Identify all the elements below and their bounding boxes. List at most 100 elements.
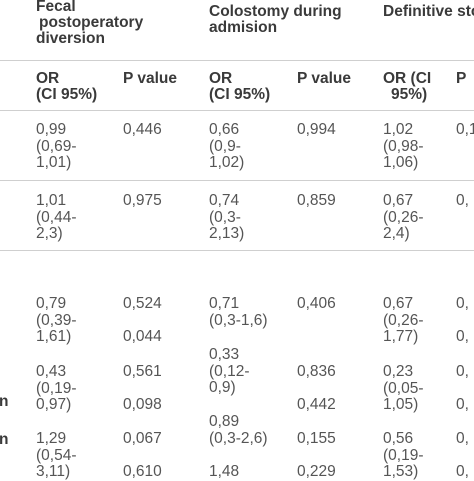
cell-line: 3,11) xyxy=(36,463,71,480)
table-cell-pvalue: 0,442 xyxy=(297,396,336,413)
subheader-pvalue-1: P value xyxy=(123,70,178,87)
table-cell-pvalue: 0,836 xyxy=(297,363,336,380)
cell-line: (0,12- xyxy=(209,362,250,380)
table-cell-pvalue: 0,406 xyxy=(297,295,336,312)
table-cell-or-ci: 0,79 (0,39- 1,61) xyxy=(36,295,77,346)
table-cell-or-ci: 0,67 (0,26- 1,77) xyxy=(383,295,424,346)
table-cell-pvalue: 0,044 xyxy=(123,328,162,345)
cell-line: 1,77) xyxy=(383,328,419,345)
table-cell-or-ci: 0,74 (0,3- 2,13) xyxy=(209,192,244,243)
table-cell-pvalue: 0,229 xyxy=(297,463,336,480)
table-cell-pvalue: 0,098 xyxy=(123,396,162,413)
table-cell-or-ci: 1,29 (0,54- 3,11) xyxy=(36,430,77,481)
table-cell-pvalue: 0,975 xyxy=(123,192,162,209)
row-label-fragment: n xyxy=(0,393,9,410)
cell-line: 0,43 xyxy=(36,363,67,380)
cell-line: (0,98- xyxy=(383,137,424,155)
table-cell-or-ci: 1,48 xyxy=(209,463,240,481)
cell-line: 1,06) xyxy=(383,154,419,171)
cell-line: 0,89 xyxy=(209,413,240,430)
subheader-or: OR xyxy=(209,70,233,87)
cell-line: 1,02) xyxy=(209,154,245,171)
cell-line: 2,4) xyxy=(383,225,410,242)
table-cell-pvalue: 0,155 xyxy=(297,430,336,447)
cell-line: 2,3) xyxy=(36,225,63,242)
table-cell-or-ci: 0,56 (0,19- 1,53) xyxy=(383,430,424,481)
cell-line: (0,9- xyxy=(209,137,241,155)
table-cell-pvalue: 0,067 xyxy=(123,430,162,447)
cell-line: 1,02 xyxy=(383,121,414,138)
table-cell-pvalue: 0, xyxy=(456,295,469,312)
header-line: admision xyxy=(209,19,278,36)
table-cell-pvalue: 0,1 xyxy=(456,121,474,138)
header-fecal-diversion: Fecal postoperatory diversion xyxy=(36,0,143,47)
cell-line: 1,53) xyxy=(383,463,419,480)
table-cell-pvalue: 0, xyxy=(456,192,469,209)
cell-line: 0,67 xyxy=(383,192,414,209)
cell-line: (0,19- xyxy=(36,379,77,397)
cell-line: 0,97) xyxy=(36,396,72,413)
header-line: postoperatory xyxy=(39,14,144,31)
row-divider xyxy=(0,250,474,251)
cell-line: 0,74 xyxy=(209,192,240,209)
table-cell-pvalue: 0, xyxy=(456,430,469,447)
cell-line: 1,01 xyxy=(36,192,67,209)
header-line: Fecal xyxy=(36,0,76,15)
cell-line: (0,26- xyxy=(383,311,424,329)
cell-line: (0,26- xyxy=(383,208,424,226)
table-cell-pvalue: 0, xyxy=(456,396,469,413)
cell-line: (0,05- xyxy=(383,379,424,397)
table-cell-or-ci: 0,89 (0,3-2,6) xyxy=(209,413,268,447)
subheader-or-ci-3: OR (CI 95%) xyxy=(383,71,431,103)
table-cell-pvalue: 0,994 xyxy=(297,121,336,138)
subheader-pvalue-3: P xyxy=(456,70,467,87)
table-cell-pvalue: 0, xyxy=(456,363,469,380)
table-cell-or-ci: 0,71 (0,3-1,6) xyxy=(209,295,268,329)
cell-line: 0,79 xyxy=(36,295,67,312)
cell-line: (0,54- xyxy=(36,446,77,464)
cell-line: (0,3- xyxy=(209,208,241,226)
cell-line: 0,23 xyxy=(383,363,414,380)
subheader-ci: 95%) xyxy=(391,86,428,103)
table-cell-or-ci: 0,66 (0,9- 1,02) xyxy=(209,121,245,172)
cell-line: 0,67 xyxy=(383,295,414,312)
table-cell-pvalue: 0,524 xyxy=(123,295,162,312)
row-label-fragment: n xyxy=(0,431,9,448)
header-line: Definitive sto xyxy=(383,3,474,20)
cell-line: 0,66 xyxy=(209,121,240,138)
cell-line: 1,05) xyxy=(383,396,419,413)
cell-line: (0,44- xyxy=(36,208,77,226)
subheader-pvalue-2: P value xyxy=(297,70,352,87)
table-cell-or-ci: 0,99 (0,69- 1,01) xyxy=(36,121,77,172)
table-cell-pvalue: 0,859 xyxy=(297,192,336,209)
cell-line: 0,56 xyxy=(383,430,414,447)
subheader-ci: (CI 95%) xyxy=(209,86,271,103)
header-divider xyxy=(0,60,474,61)
cell-line: 0,33 xyxy=(209,346,240,363)
cell-line: 1,48 xyxy=(209,463,240,480)
table-cell-pvalue: 0,561 xyxy=(123,363,162,380)
table-cell-pvalue: 0, xyxy=(456,328,469,345)
cell-line: (0,69- xyxy=(36,137,77,155)
header-colostomy-during-admision: Colostomy during admision xyxy=(209,4,342,36)
row-divider xyxy=(0,180,474,181)
cell-line: (0,39- xyxy=(36,311,77,329)
header-line: Colostomy during xyxy=(209,3,342,20)
cell-line: (0,19- xyxy=(383,446,424,464)
table-cell-or-ci: 0,23 (0,05- 1,05) xyxy=(383,363,424,414)
cell-line: 0,71 xyxy=(209,295,240,312)
table-cell-pvalue: 0, xyxy=(456,463,469,480)
table-cell-or-ci: 0,43 (0,19- 0,97) xyxy=(36,363,77,414)
header-line: diversion xyxy=(36,30,105,47)
subheader-or-ci-2: OR (CI 95%) xyxy=(209,71,270,103)
cell-line: 1,29 xyxy=(36,430,67,447)
cell-line: 0,99 xyxy=(36,121,67,138)
cell-line: (0,3-2,6) xyxy=(209,429,268,447)
table-cell-pvalue: 0,446 xyxy=(123,121,162,138)
subheader-divider xyxy=(0,110,474,111)
table-cell-or-ci: 1,01 (0,44- 2,3) xyxy=(36,192,77,243)
header-definitive: Definitive sto xyxy=(383,4,474,20)
cell-line: 0,9) xyxy=(209,379,236,396)
subheader-or: OR xyxy=(36,70,60,87)
subheader-or: OR (CI xyxy=(383,70,432,87)
